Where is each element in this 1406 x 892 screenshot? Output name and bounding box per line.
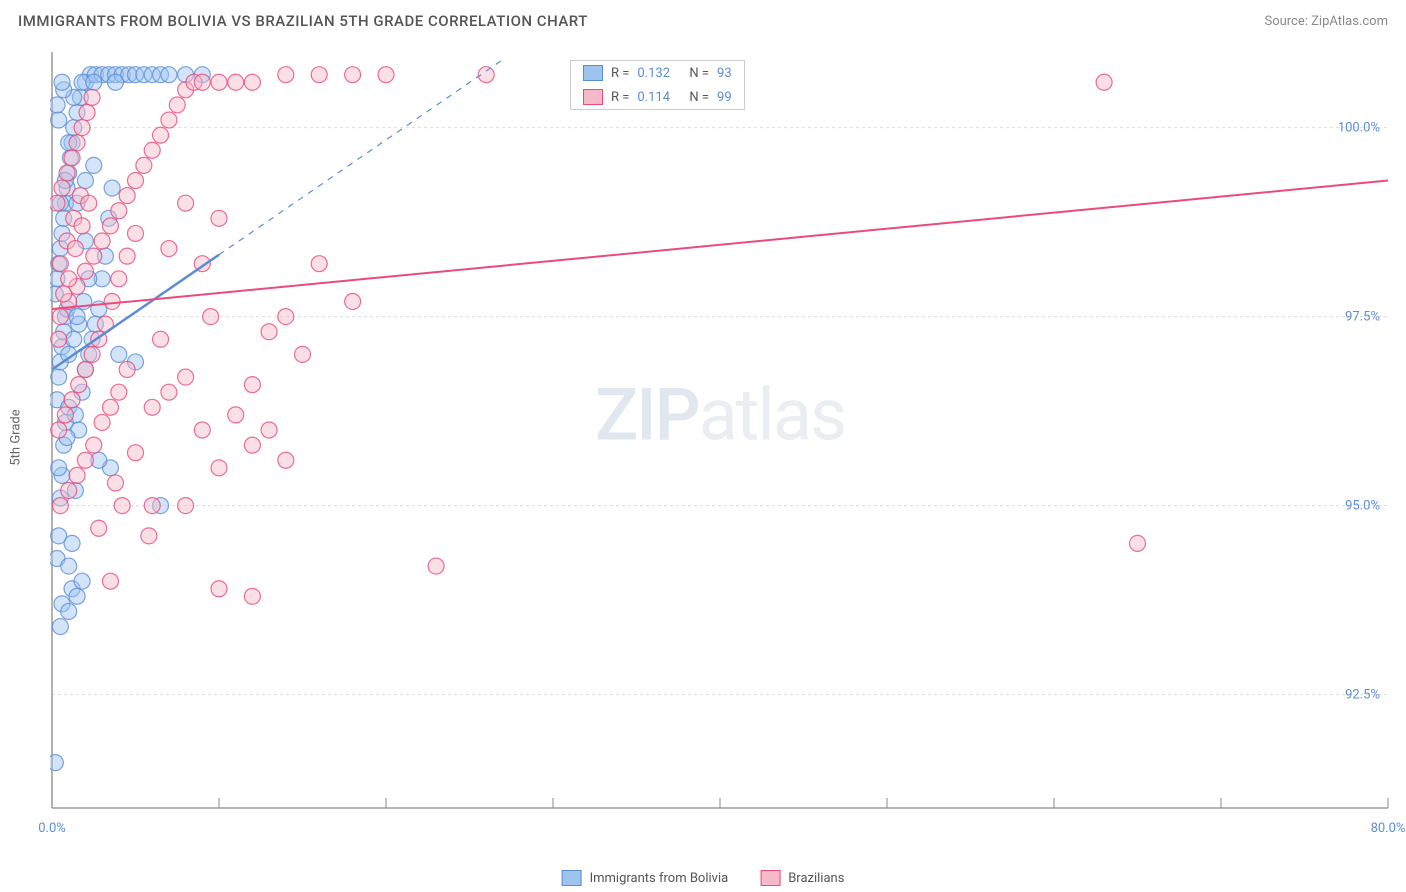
legend-swatch-brazil xyxy=(760,870,780,886)
legend-n-value: 93 xyxy=(717,66,732,81)
legend-r-label: R = xyxy=(611,90,629,105)
legend-item-brazil: Brazilians xyxy=(760,870,844,886)
legend-n-value: 99 xyxy=(717,90,732,105)
legend-row-bolivia: R = 0.132 N = 93 xyxy=(571,61,744,85)
chart-title: IMMIGRANTS FROM BOLIVIA VS BRAZILIAN 5TH… xyxy=(18,12,588,30)
legend-swatch-brazil xyxy=(583,89,603,105)
legend-row-brazil: R = 0.114 N = 99 xyxy=(571,85,744,109)
scatter-chart xyxy=(50,50,1390,810)
legend-r-value: 0.132 xyxy=(637,66,681,81)
legend-label: Immigrants from Bolivia xyxy=(590,871,729,886)
legend-n-label: N = xyxy=(689,90,709,105)
legend-r-value: 0.114 xyxy=(637,90,681,105)
legend-n-label: N = xyxy=(689,66,709,81)
chart-header: IMMIGRANTS FROM BOLIVIA VS BRAZILIAN 5TH… xyxy=(0,0,1406,36)
x-tick-label: 80.0% xyxy=(1371,821,1406,836)
legend-swatch-bolivia xyxy=(562,870,582,886)
y-tick-label: 100.0% xyxy=(1338,120,1380,135)
chart-container: 5th Grade ZIPatlas R = 0.132 N = 93 R = … xyxy=(50,50,1390,810)
legend-label: Brazilians xyxy=(788,871,844,886)
x-tick-label: 0.0% xyxy=(38,821,66,836)
legend-item-bolivia: Immigrants from Bolivia xyxy=(562,870,729,886)
legend-r-label: R = xyxy=(611,66,629,81)
series-legend: Immigrants from Bolivia Brazilians xyxy=(562,870,845,886)
y-axis-label: 5th Grade xyxy=(9,409,24,465)
correlation-legend: R = 0.132 N = 93 R = 0.114 N = 99 xyxy=(570,60,745,110)
y-tick-label: 97.5% xyxy=(1345,309,1380,324)
legend-swatch-bolivia xyxy=(583,65,603,81)
chart-source: Source: ZipAtlas.com xyxy=(1264,14,1388,29)
y-tick-label: 92.5% xyxy=(1345,687,1380,702)
y-tick-label: 95.0% xyxy=(1345,498,1380,513)
